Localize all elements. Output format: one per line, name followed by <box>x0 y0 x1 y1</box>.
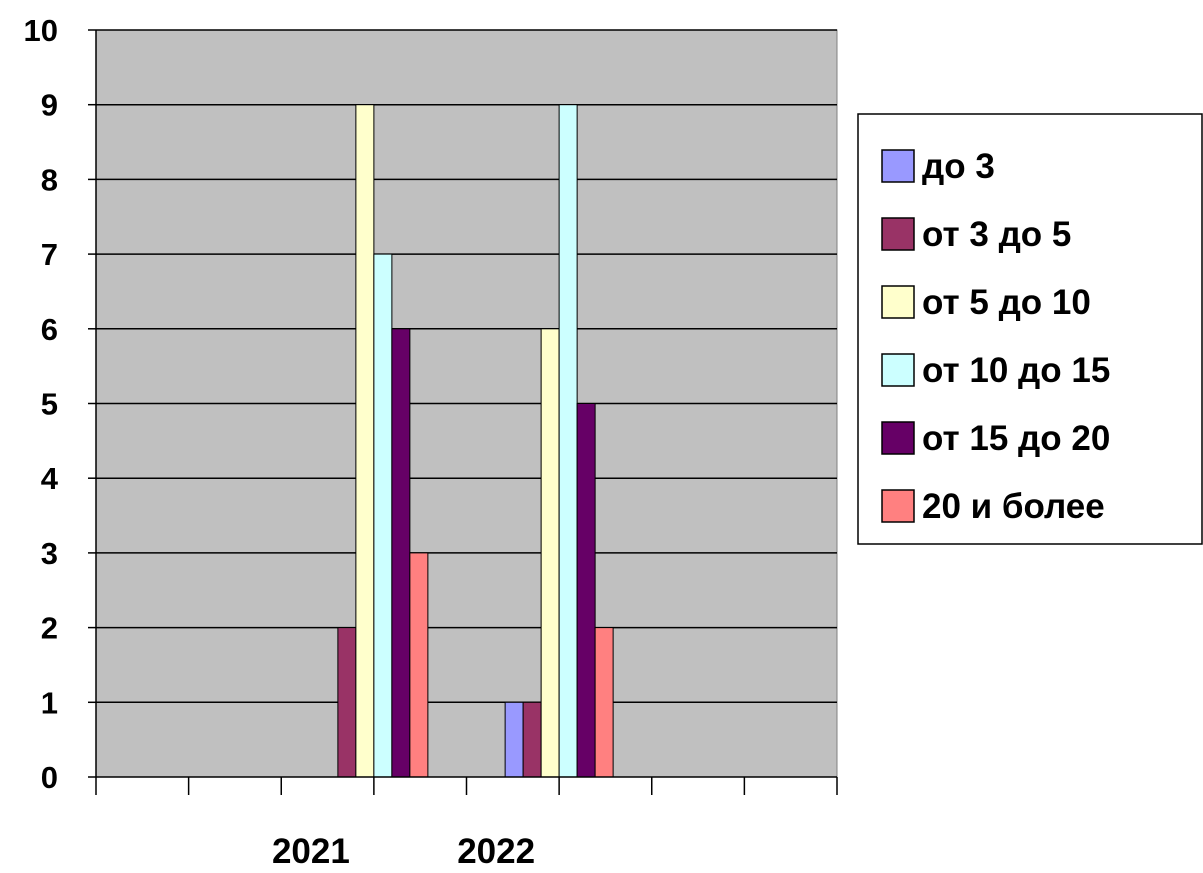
y-tick-label: 3 <box>41 536 58 571</box>
bars <box>337 104 614 778</box>
legend-swatch <box>881 149 915 183</box>
legend-label: от 5 до 10 <box>922 283 1091 322</box>
bar <box>558 104 578 778</box>
y-tick-label: 9 <box>41 88 58 123</box>
bar <box>409 552 429 778</box>
legend-label: от 10 до 15 <box>922 351 1110 390</box>
bar <box>337 627 357 778</box>
bar <box>373 253 393 778</box>
axes: 0 1 2 3 4 5 6 7 8 9 10 2021 2022 <box>24 13 838 871</box>
y-tick-label: 2 <box>41 611 58 646</box>
bar <box>355 104 375 778</box>
legend-swatch <box>881 285 915 319</box>
x-tick-label: 2022 <box>457 832 535 868</box>
bar <box>576 403 596 778</box>
y-tick-label: 10 <box>24 13 58 48</box>
y-tick-label: 5 <box>41 387 58 422</box>
y-tick-label: 0 <box>41 760 58 795</box>
y-tick-label: 8 <box>41 162 58 197</box>
legend-swatch <box>881 353 915 387</box>
legend-box <box>857 113 1203 545</box>
y-tick-label: 7 <box>41 237 58 272</box>
y-tick-label: 1 <box>41 685 58 720</box>
legend: до 3 от 3 до 5 от 5 до 10 от 10 до 15 от 15 … <box>857 113 1203 545</box>
bar <box>594 627 614 778</box>
legend-label: до 3 <box>922 147 995 186</box>
legend-swatch <box>881 421 915 455</box>
bar <box>504 701 524 778</box>
legend-label: от 3 до 5 <box>922 215 1071 254</box>
x-tick-label: 2021 <box>272 832 350 868</box>
legend-swatch <box>881 217 915 251</box>
plot-area <box>95 29 838 778</box>
y-tick-label: 4 <box>41 461 59 496</box>
legend-label: 20 и более <box>922 487 1105 526</box>
legend-swatch <box>881 489 915 523</box>
y-tick-label: 6 <box>41 312 58 347</box>
bar <box>391 328 411 778</box>
bar <box>522 701 542 778</box>
legend-label: от 15 до 20 <box>922 419 1110 458</box>
bar <box>540 328 560 778</box>
